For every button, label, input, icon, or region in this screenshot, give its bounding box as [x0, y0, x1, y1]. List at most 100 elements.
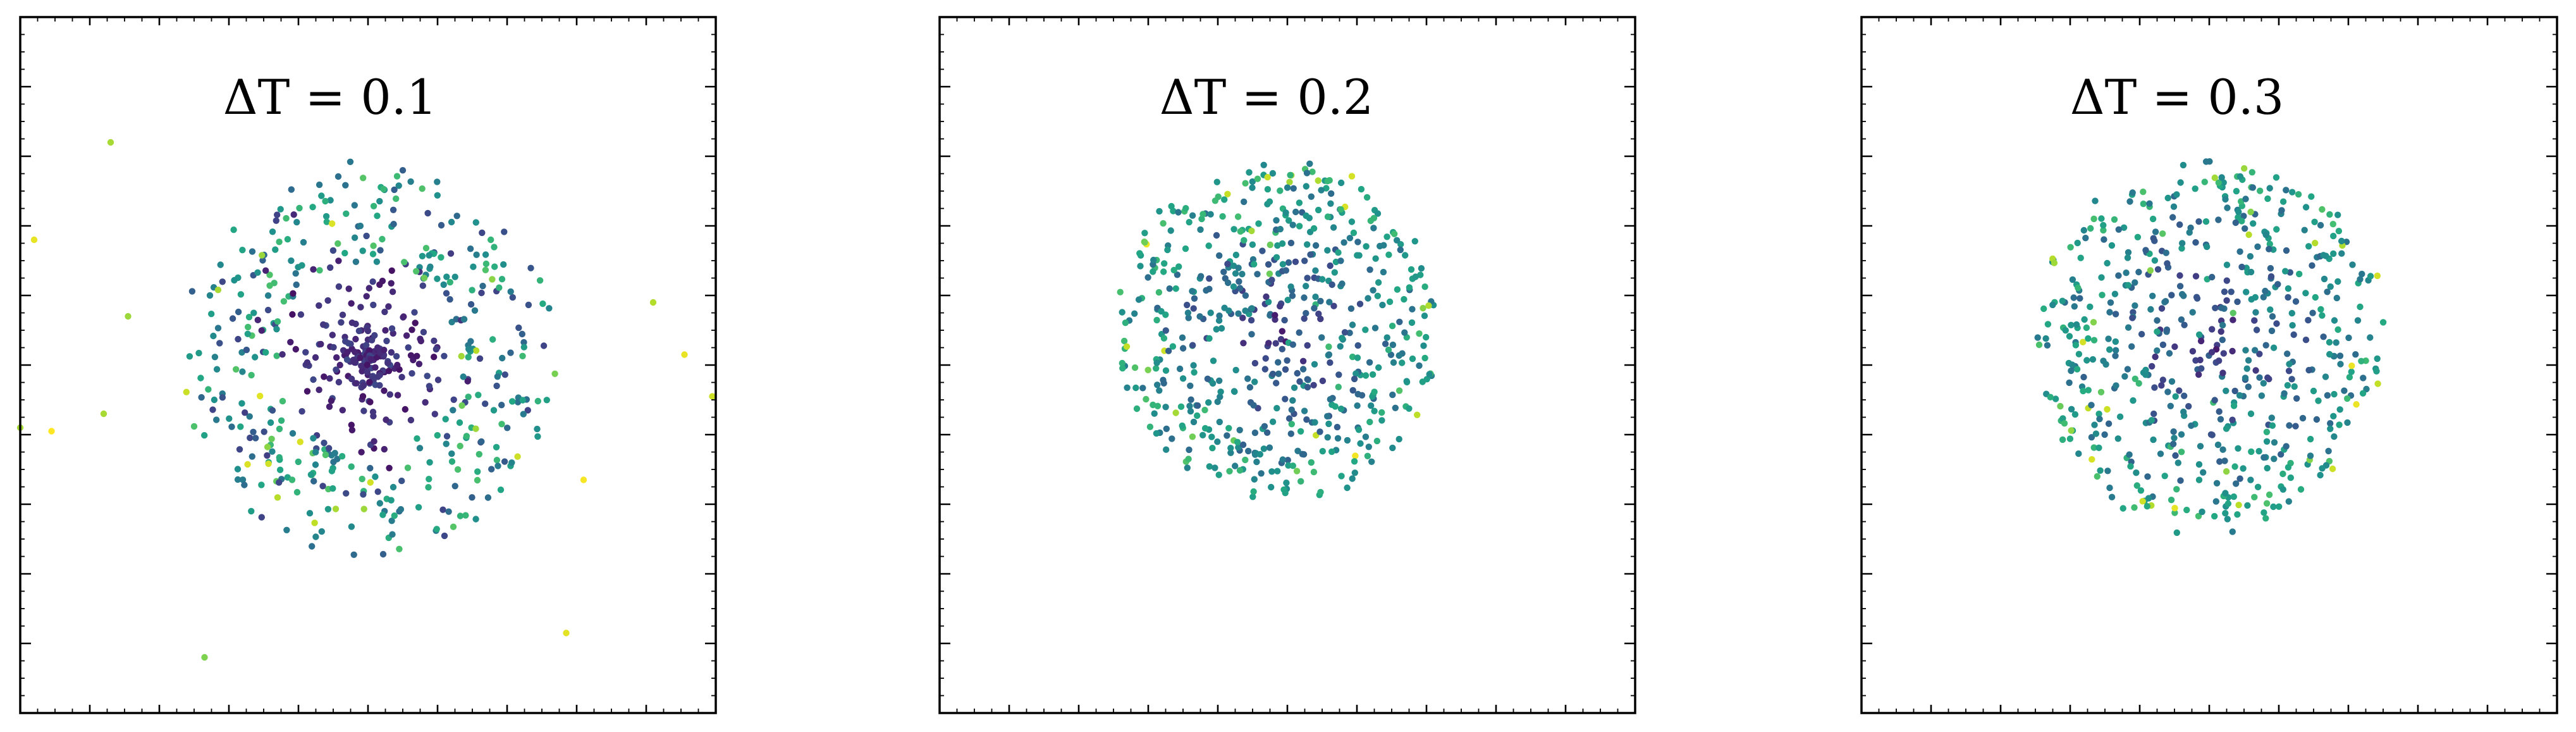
scatter-point	[1392, 404, 1399, 411]
scatter-point	[1213, 326, 1220, 333]
scatter-point	[2334, 211, 2341, 218]
scatter-point	[2195, 461, 2203, 468]
scatter-point	[1209, 445, 1216, 452]
scatter-point	[1122, 319, 1129, 326]
scatter-point	[1251, 378, 1258, 385]
scatter-point	[1236, 285, 1244, 292]
scatter-point	[1255, 220, 1262, 227]
scatter-point	[457, 442, 463, 450]
scatter-point	[379, 511, 386, 518]
scatter-point	[1265, 299, 1272, 306]
scatter-point	[2061, 420, 2068, 427]
scatter-point	[1373, 437, 1381, 445]
scatter-point	[2266, 491, 2273, 499]
scatter-point	[235, 335, 242, 343]
scatter-point	[2087, 225, 2094, 232]
scatter-point	[1383, 334, 1390, 341]
scatter-point	[2094, 473, 2101, 480]
scatter-point	[2146, 200, 2153, 207]
scatter-point	[1239, 271, 1246, 278]
scatter-point	[1421, 283, 1428, 290]
scatter-point	[1317, 315, 1324, 323]
scatter-point	[2076, 295, 2083, 302]
scatter-point	[351, 202, 358, 209]
scatter-point	[2379, 319, 2387, 326]
scatter-point	[1176, 365, 1184, 373]
scatter-point	[546, 305, 553, 312]
scatter-point	[2208, 349, 2216, 356]
scatter-point	[1253, 458, 1260, 466]
scatter-point	[514, 453, 521, 460]
scatter-point	[213, 366, 221, 373]
scatter-point	[1190, 418, 1198, 426]
scatter-point	[2338, 250, 2345, 257]
scatter-point	[1267, 241, 1274, 249]
scatter-point	[265, 460, 272, 468]
scatter-point	[1349, 475, 1356, 482]
scatter-point	[1357, 440, 1364, 447]
scatter-point	[1189, 212, 1196, 219]
scatter-point	[2260, 380, 2267, 387]
scatter-point	[367, 356, 374, 363]
scatter-point	[1290, 185, 1297, 192]
scatter-point	[2130, 309, 2137, 316]
scatter-point	[2268, 327, 2276, 335]
scatter-point	[2218, 174, 2225, 181]
scatter-point	[353, 380, 360, 387]
scatter-point	[309, 204, 316, 211]
scatter-point	[231, 276, 238, 284]
scatter-point	[1284, 297, 1291, 304]
scatter-point	[2099, 292, 2106, 299]
scatter-point	[348, 421, 355, 428]
scatter-point	[2087, 303, 2094, 311]
scatter-point	[2070, 294, 2077, 301]
scatter-point	[322, 197, 329, 205]
scatter-point	[370, 242, 377, 249]
scatter-point	[233, 366, 240, 373]
scatter-point	[1327, 359, 1334, 366]
scatter-point	[2176, 221, 2183, 228]
scatter-point	[347, 158, 354, 165]
axis-ticks	[1860, 16, 2558, 714]
scatter-point	[296, 204, 303, 212]
scatter-point	[1279, 240, 1286, 247]
scatter-point	[2052, 395, 2059, 402]
scatter-point	[1175, 263, 1182, 270]
scatter-point	[1256, 450, 1264, 458]
scatter-point	[1371, 407, 1378, 414]
scatter-point	[2213, 480, 2221, 487]
scatter-point	[1296, 329, 1303, 336]
scatter-point	[367, 479, 374, 486]
scatter-point	[1208, 433, 1215, 440]
scatter-point	[402, 406, 408, 413]
scatter-point	[237, 291, 245, 298]
scatter-point	[246, 413, 253, 420]
scatter-point	[2066, 379, 2073, 387]
scatter-point	[293, 219, 300, 226]
scatter-point	[1368, 458, 1375, 465]
scatter-point	[1303, 283, 1309, 290]
scatter-point	[475, 392, 482, 399]
scatter-point	[2096, 416, 2103, 423]
scatter-point	[388, 267, 395, 274]
scatter-point	[2170, 428, 2177, 435]
scatter-point	[388, 325, 396, 332]
scatter-point	[426, 383, 433, 390]
scatter-point	[334, 240, 341, 247]
scatter-point	[2242, 225, 2248, 232]
scatter-point	[257, 392, 264, 400]
scatter-point	[213, 416, 220, 423]
scatter-point	[262, 267, 269, 274]
scatter-point	[1162, 327, 1170, 334]
scatter-point	[258, 327, 265, 334]
scatter-point	[1131, 310, 1138, 317]
scatter-point	[2374, 272, 2381, 280]
scatter-point	[426, 476, 432, 483]
scatter-point	[389, 531, 396, 538]
scatter-point	[1351, 469, 1358, 476]
scatter-point	[2179, 240, 2186, 247]
scatter-point	[2292, 423, 2299, 430]
scatter-point	[2319, 206, 2326, 213]
scatter-point	[1236, 467, 1244, 474]
scatter-point	[2088, 434, 2095, 441]
